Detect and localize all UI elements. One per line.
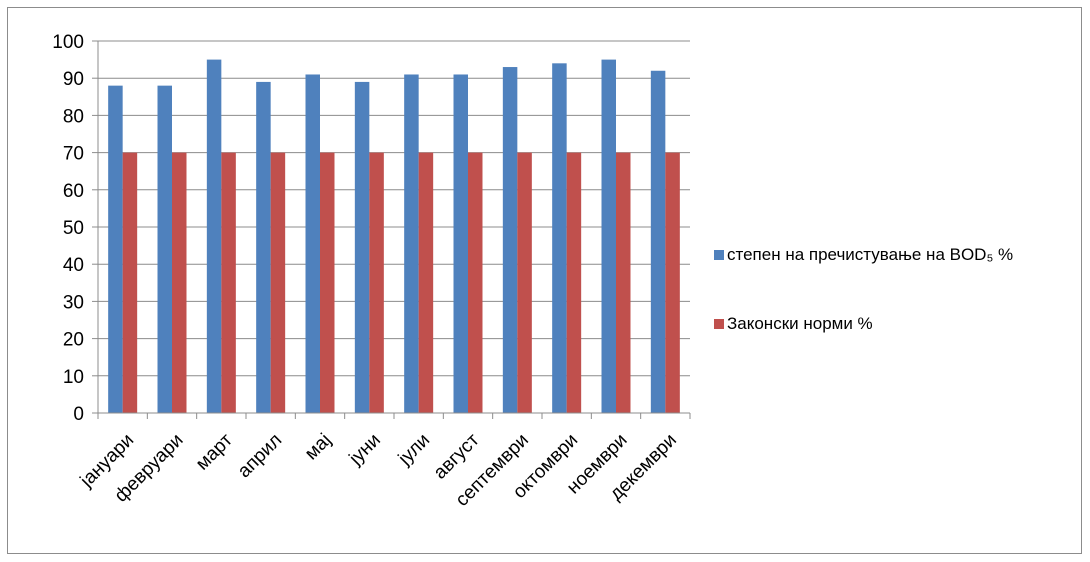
y-tick-label: 50 [63, 218, 84, 239]
x-category-label: мај [301, 430, 336, 465]
y-tick-label: 0 [73, 404, 84, 425]
bar-series-2 [418, 152, 434, 413]
bar-series-1 [453, 74, 468, 413]
bar-series-2 [270, 152, 286, 413]
bar-series-1 [354, 81, 370, 414]
bar-series-2 [616, 152, 631, 413]
y-tick-label: 90 [63, 69, 84, 90]
x-category-label: март [192, 429, 237, 474]
bar-series-2 [468, 152, 483, 413]
x-category-label: јуни [345, 430, 385, 470]
y-tick-label: 60 [63, 181, 84, 202]
bar-series-2 [517, 152, 532, 413]
legend-swatch [714, 319, 724, 329]
y-tick-label: 80 [63, 106, 84, 127]
bar-series-2 [369, 152, 384, 413]
x-category-label: април [234, 430, 286, 482]
bar-series-1 [206, 59, 222, 413]
gridlines [98, 40, 690, 377]
bar-series-1 [601, 59, 616, 413]
y-tick-label: 30 [63, 292, 84, 313]
bar-series-2 [122, 152, 138, 413]
bar-series-1 [157, 85, 172, 413]
bar-series-1 [108, 85, 123, 413]
bar-series-2 [221, 152, 236, 413]
bar-series-2 [320, 152, 335, 413]
y-tick-label: 70 [63, 144, 84, 165]
bar-series-1 [650, 70, 666, 413]
legend-label: степен на пречистување на BOD₅ % [727, 245, 1013, 264]
bar-series-2 [172, 152, 187, 413]
bar-series-2 [566, 152, 582, 413]
bar-series-1 [502, 67, 518, 413]
y-tick-label: 10 [63, 367, 84, 388]
legend-swatch [714, 250, 724, 260]
bar-series-2 [665, 152, 680, 413]
y-tick-label: 100 [52, 32, 84, 53]
bar-series-1 [404, 74, 419, 413]
y-axis-ticks: 0 10 20 30 40 50 60 70 80 90 100 [52, 32, 98, 425]
bars [108, 59, 680, 414]
bar-series-1 [305, 74, 320, 413]
x-category-label: јули [394, 430, 434, 470]
legend-label: Законски норми % [727, 314, 873, 333]
legend: степен на пречистување на BOD₅ % Законски… [714, 245, 1013, 333]
y-tick-label: 40 [63, 255, 84, 276]
y-tick-label: 20 [63, 330, 84, 351]
bar-series-1 [256, 81, 271, 414]
bar-series-1 [552, 63, 567, 413]
